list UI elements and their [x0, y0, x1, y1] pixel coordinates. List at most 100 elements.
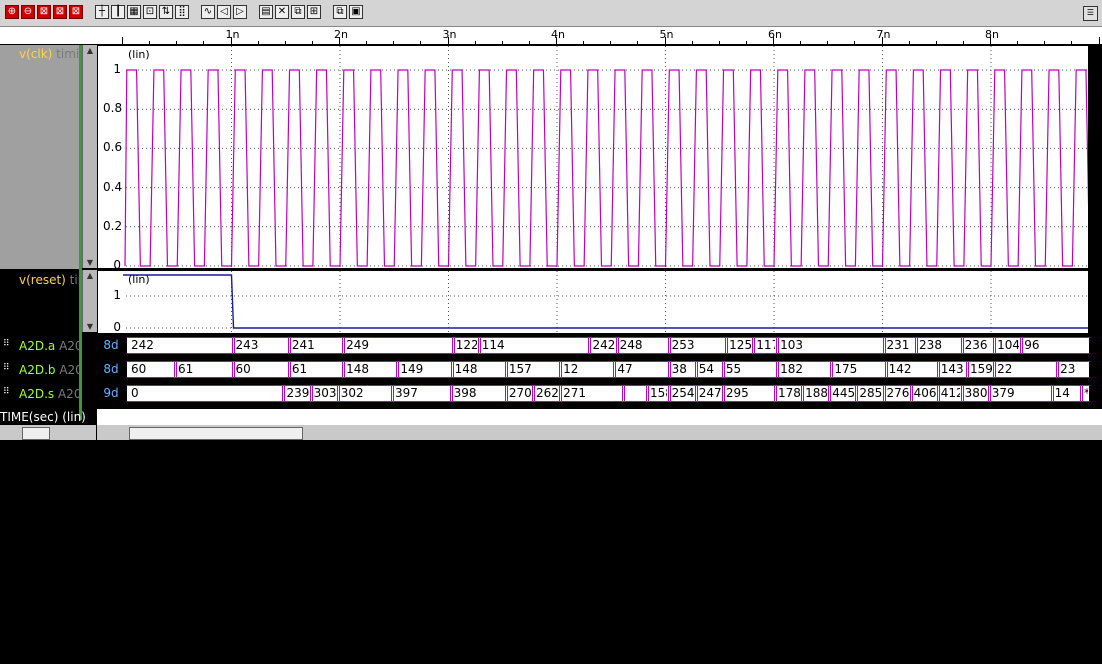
bus-transition — [801, 386, 805, 401]
panel-splitter[interactable] — [79, 45, 82, 420]
bars-icon[interactable]: ┃ — [111, 5, 125, 19]
bus-value: 149 — [400, 362, 424, 376]
bus-transition — [282, 386, 286, 401]
measure-icon[interactable]: ⇅ — [159, 5, 173, 19]
prev-edge-icon[interactable]: ◁ — [217, 5, 231, 19]
grid-toggle-icon[interactable]: ▦ — [127, 5, 141, 19]
bus-value: 12 — [563, 362, 579, 376]
bus-transition — [342, 338, 346, 353]
bus-value: 117 — [756, 338, 775, 352]
ruler-major-tick — [230, 37, 232, 44]
bus-value: 178 — [778, 386, 801, 400]
expand-icon[interactable]: ⠿ — [3, 387, 10, 397]
bus-value: 188 — [805, 386, 828, 400]
bus-transition — [1020, 338, 1024, 353]
bus-value: 303 — [313, 386, 336, 400]
bus-value: 54 — [698, 362, 715, 376]
bus-row-s[interactable]: 0 239 303 302 397 398 270 262 271 158 254 247 295 178… — [126, 385, 1090, 402]
time-tick-label: 8n — [985, 28, 999, 41]
bus-value: 158 — [649, 386, 667, 400]
bus-value: 114 — [481, 338, 505, 352]
scroll-down-icon[interactable]: ▼ — [86, 322, 94, 331]
clk-waveform — [124, 46, 1088, 268]
signal-name-reset[interactable]: v(reset) tir — [19, 273, 79, 287]
name-horizontal-scrollbar[interactable] — [0, 425, 96, 440]
bus-transition — [613, 362, 617, 377]
copy-icon[interactable]: ⧉ — [333, 5, 347, 19]
signal-name-clk[interactable]: v(clk) timi — [19, 47, 79, 61]
bus-name-b[interactable]: A2D.b A20 — [19, 363, 79, 377]
bus-value: 47 — [617, 362, 633, 376]
time-tick-label: 6n — [768, 28, 782, 41]
bus-value: 125 — [729, 338, 752, 352]
bus-value: 243 — [235, 338, 259, 352]
bus-transition — [936, 362, 940, 377]
menu-icon[interactable]: ☰ — [1083, 6, 1098, 21]
zoom-out-icon[interactable]: ⊖ — [21, 5, 35, 19]
time-tick-label: 5n — [659, 28, 674, 41]
bus-value: 285 — [859, 386, 882, 400]
bus-transition — [477, 338, 481, 353]
zoom-area-icon[interactable]: ⊠ — [37, 5, 51, 19]
bus-transition — [993, 338, 997, 353]
next-edge-icon[interactable]: ▷ — [233, 5, 247, 19]
bus-value: 159 — [970, 362, 993, 376]
bus-transition — [504, 362, 508, 377]
ruler-minor-tick — [176, 41, 178, 44]
ruler-major-tick — [97, 473, 1102, 480]
y-tick-label: 0 — [113, 320, 121, 334]
delete-icon[interactable]: ✕ — [275, 5, 289, 19]
scroll-thumb[interactable] — [22, 427, 50, 440]
ruler-minor-tick — [800, 41, 802, 44]
bus-transition — [1050, 386, 1054, 401]
split-icon[interactable]: ⊞ — [307, 5, 321, 19]
group-icon[interactable]: ⧉ — [291, 5, 305, 19]
expand-icon[interactable]: ⠿ — [3, 339, 10, 349]
radix-label[interactable]: 8d — [103, 338, 119, 352]
clk-waveform-panel[interactable]: (lin) 1 0.8 0.6 0.4 0.2 0 — [97, 45, 1089, 272]
ruler-minor-tick — [311, 41, 313, 44]
radix-label[interactable]: 9d — [103, 386, 119, 400]
time-tick-label: 3n — [97, 586, 111, 599]
bus-value: 143 — [940, 362, 964, 376]
bus-name-s[interactable]: A2D.s A20 — [19, 387, 79, 401]
expand-icon[interactable]: ⠿ — [3, 363, 10, 373]
bus-row-a[interactable]: 242 243 241 249 122 114 242 248 253 125 117 103 231 2… — [126, 337, 1090, 354]
zoom-y-icon[interactable]: ⊠ — [69, 5, 83, 19]
clk-scale-label: (lin) — [128, 48, 150, 61]
ruler-minor-tick — [935, 41, 937, 44]
reset-waveform-panel[interactable]: (lin) 1 0 — [97, 270, 1089, 334]
bus-row-b[interactable]: 60 61 60 61 148 149 148 157 12 47 38 54 55 182 175 142 1… — [126, 361, 1090, 378]
time-horizontal-scrollbar[interactable] — [97, 425, 1102, 440]
paste-icon[interactable]: ▣ — [349, 5, 363, 19]
ruler-major-tick — [97, 553, 1102, 560]
radix-label[interactable]: 8d — [103, 362, 119, 376]
vertical-scrollbar-reset[interactable]: ▲ ▼ — [82, 270, 97, 332]
cursor-icon[interactable]: ┼ — [95, 5, 109, 19]
scroll-up-icon[interactable]: ▲ — [86, 271, 94, 280]
ruler-minor-tick — [827, 41, 829, 44]
panel-icon[interactable]: ▤ — [259, 5, 273, 19]
bus-value: 249 — [346, 338, 370, 352]
marker-icon[interactable]: ⊡ — [143, 5, 157, 19]
vertical-scrollbar-clk[interactable]: ▲ ▼ — [82, 45, 97, 268]
bus-value: 247 — [698, 386, 721, 400]
bus-value: 231 — [886, 338, 910, 352]
bus-transition — [915, 338, 919, 353]
bus-value: 262 — [536, 386, 559, 400]
scroll-up-icon[interactable]: ▲ — [86, 46, 94, 55]
zoom-fit-icon[interactable]: ⊕ — [5, 5, 19, 19]
y-tick-label: 0.6 — [103, 140, 123, 155]
ruler-major-tick — [339, 37, 340, 44]
dots-grid-icon[interactable]: ⣿ — [175, 5, 189, 19]
bus-name-a[interactable]: A2D.a A20 — [19, 339, 79, 353]
zoom-x-icon[interactable]: ⊠ — [53, 5, 67, 19]
ruler-major-tick — [556, 37, 557, 44]
waveform-icon[interactable]: ∿ — [201, 5, 215, 19]
scroll-down-icon[interactable]: ▼ — [86, 258, 94, 267]
bus-value: 380 — [964, 386, 987, 400]
scroll-thumb[interactable] — [129, 427, 303, 440]
bus-transition — [694, 362, 698, 377]
bus-transition — [993, 362, 997, 377]
ruler-minor-tick — [257, 41, 259, 44]
